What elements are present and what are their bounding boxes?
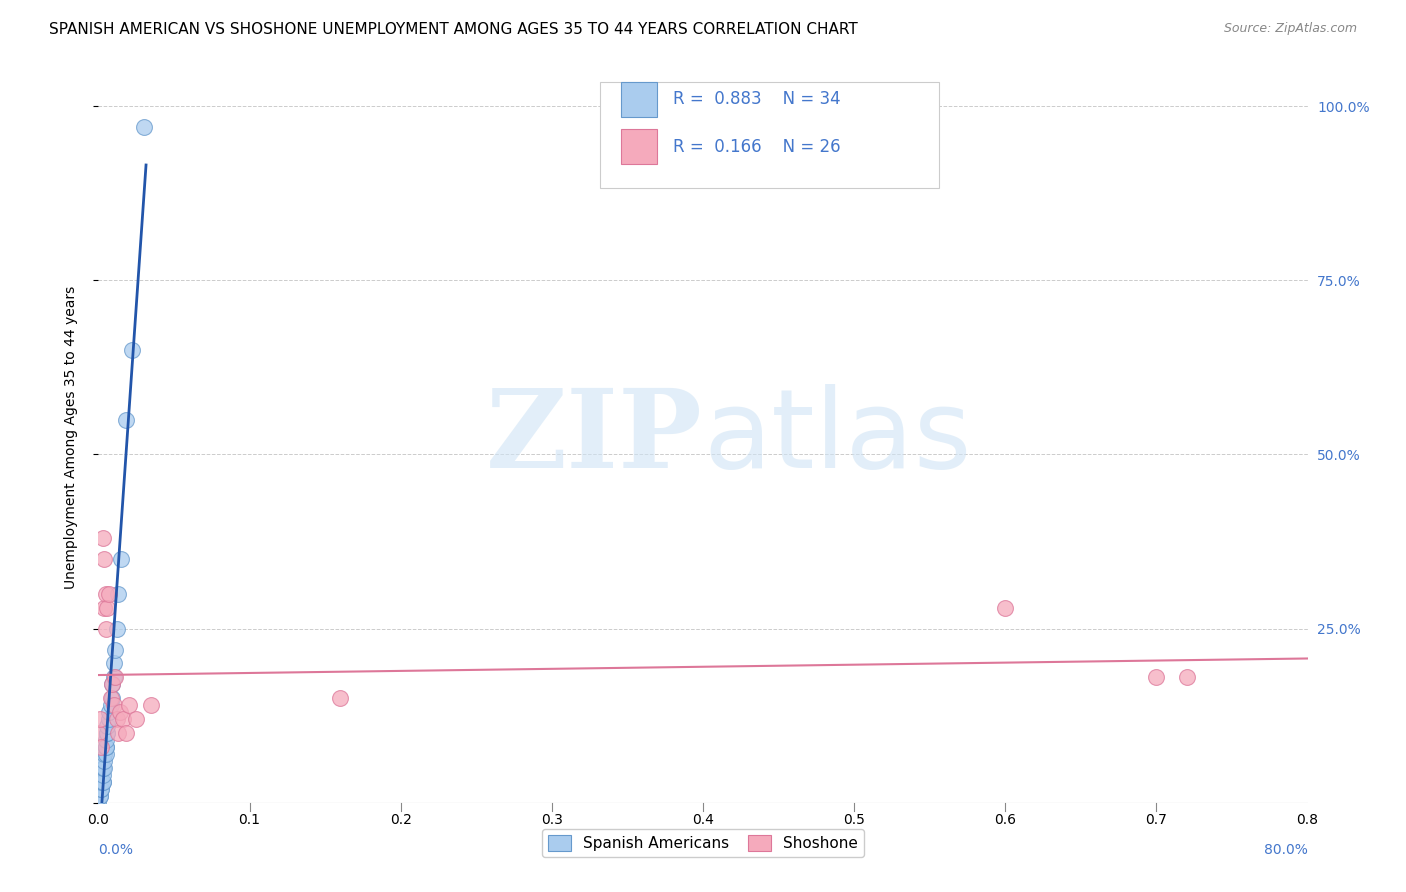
Legend: Spanish Americans, Shoshone: Spanish Americans, Shoshone xyxy=(543,830,863,857)
Point xyxy=(94,740,117,755)
Point xyxy=(93,600,115,615)
Point xyxy=(96,600,118,615)
Point xyxy=(118,698,141,713)
Point xyxy=(107,726,129,740)
Point xyxy=(91,768,114,782)
Point xyxy=(103,657,125,671)
Text: 80.0%: 80.0% xyxy=(1264,843,1308,857)
Point xyxy=(121,343,143,357)
Text: atlas: atlas xyxy=(703,384,972,491)
Point xyxy=(107,587,129,601)
Text: SPANISH AMERICAN VS SHOSHONE UNEMPLOYMENT AMONG AGES 35 TO 44 YEARS CORRELATION : SPANISH AMERICAN VS SHOSHONE UNEMPLOYMEN… xyxy=(49,22,858,37)
Point xyxy=(105,712,128,726)
Point xyxy=(98,712,121,726)
Point xyxy=(89,712,111,726)
Point xyxy=(93,761,115,775)
Point xyxy=(103,698,125,713)
Text: 0.0%: 0.0% xyxy=(98,843,134,857)
Point xyxy=(90,781,112,796)
Point xyxy=(103,670,125,684)
Text: R =  0.883    N = 34: R = 0.883 N = 34 xyxy=(672,90,841,108)
Point xyxy=(111,712,134,726)
Point xyxy=(89,789,111,803)
Point xyxy=(93,747,115,761)
Point xyxy=(108,705,131,719)
Point xyxy=(110,552,132,566)
Point xyxy=(96,726,118,740)
Point xyxy=(100,691,122,706)
Point xyxy=(91,531,114,545)
Point xyxy=(91,775,114,789)
FancyBboxPatch shape xyxy=(621,129,657,164)
Point xyxy=(1144,670,1167,684)
FancyBboxPatch shape xyxy=(600,82,939,188)
Point xyxy=(101,677,124,691)
Point xyxy=(994,600,1017,615)
Point xyxy=(98,587,121,601)
Point xyxy=(100,698,122,713)
Point xyxy=(87,726,110,740)
Point xyxy=(94,733,117,747)
Text: R =  0.166    N = 26: R = 0.166 N = 26 xyxy=(672,137,841,156)
Point xyxy=(114,412,136,426)
Y-axis label: Unemployment Among Ages 35 to 44 years: Unemployment Among Ages 35 to 44 years xyxy=(63,285,77,589)
Point xyxy=(98,705,121,719)
Point xyxy=(90,775,112,789)
Point xyxy=(91,775,114,789)
Point xyxy=(329,691,352,706)
Point xyxy=(1175,670,1198,684)
Point xyxy=(104,670,127,684)
Point xyxy=(94,747,117,761)
Point xyxy=(94,740,117,755)
Point xyxy=(132,120,155,134)
Point xyxy=(96,719,118,733)
Point xyxy=(90,781,112,796)
Point xyxy=(93,754,115,768)
Point xyxy=(101,677,124,691)
Text: Source: ZipAtlas.com: Source: ZipAtlas.com xyxy=(1223,22,1357,36)
Point xyxy=(114,726,136,740)
Point xyxy=(90,740,112,755)
Point xyxy=(89,789,111,803)
Text: ZIP: ZIP xyxy=(486,384,703,491)
Point xyxy=(87,796,110,810)
Point xyxy=(94,622,117,636)
Point xyxy=(96,726,118,740)
Point xyxy=(91,761,114,775)
Point xyxy=(93,552,115,566)
Point xyxy=(125,712,148,726)
Point xyxy=(105,622,128,636)
Point xyxy=(94,587,117,601)
Point xyxy=(104,642,127,657)
Point xyxy=(141,698,163,713)
FancyBboxPatch shape xyxy=(621,81,657,117)
Point xyxy=(101,691,124,706)
